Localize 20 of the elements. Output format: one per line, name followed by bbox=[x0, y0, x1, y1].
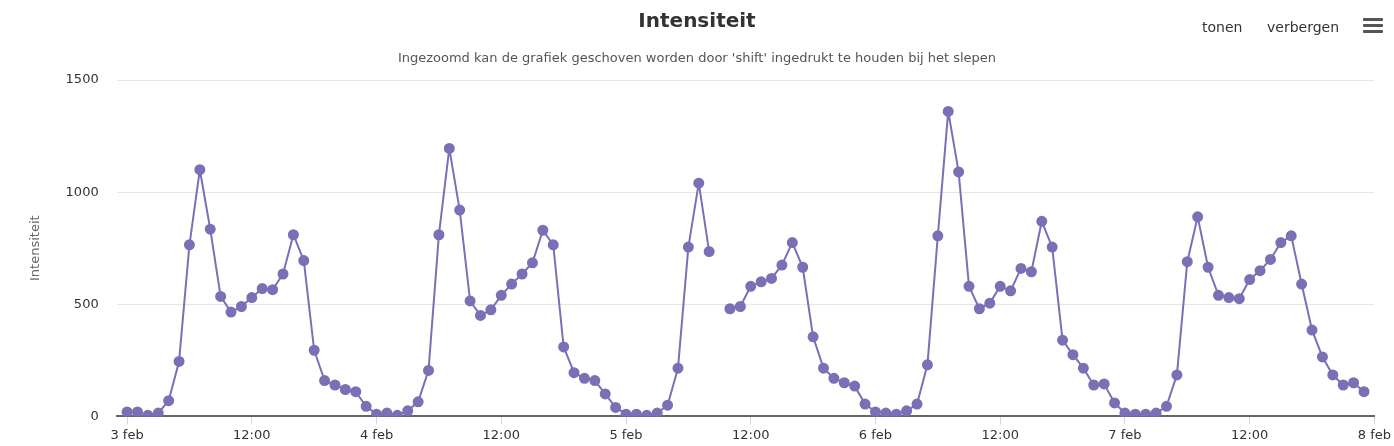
x-tick-label: 6 feb bbox=[858, 426, 893, 442]
x-tick-label: 8 feb bbox=[1357, 426, 1391, 442]
x-tick-label: 12:00 bbox=[981, 426, 1019, 442]
y-tick-label: 1000 bbox=[65, 183, 99, 199]
x-tick-label: 7 feb bbox=[1108, 426, 1142, 442]
x-tick-label: 12:00 bbox=[482, 426, 520, 442]
chart-title: Intensiteit bbox=[638, 8, 756, 32]
x-tick-label: 4 feb bbox=[359, 426, 394, 442]
chart-subtitle: Ingezoomd kan de grafiek geschoven worden door 'shift' ingedrukt te houden bij het slepen bbox=[396, 50, 998, 65]
y-tick-label: 1500 bbox=[65, 71, 99, 87]
y-axis-title: Intensiteit bbox=[27, 215, 43, 281]
x-tick-label: 12:00 bbox=[233, 426, 271, 442]
x-tick-label: 12:00 bbox=[732, 426, 770, 442]
y-tick-label: 500 bbox=[73, 295, 99, 311]
x-tick-label: 5 feb bbox=[609, 426, 643, 442]
x-tick-label: 3 feb bbox=[110, 426, 144, 442]
y-tick-label: 0 bbox=[90, 407, 99, 423]
text: tonen bbox=[1202, 19, 1243, 35]
x-tick-label: 12:00 bbox=[1230, 426, 1269, 442]
text: verbergen bbox=[1267, 19, 1340, 35]
